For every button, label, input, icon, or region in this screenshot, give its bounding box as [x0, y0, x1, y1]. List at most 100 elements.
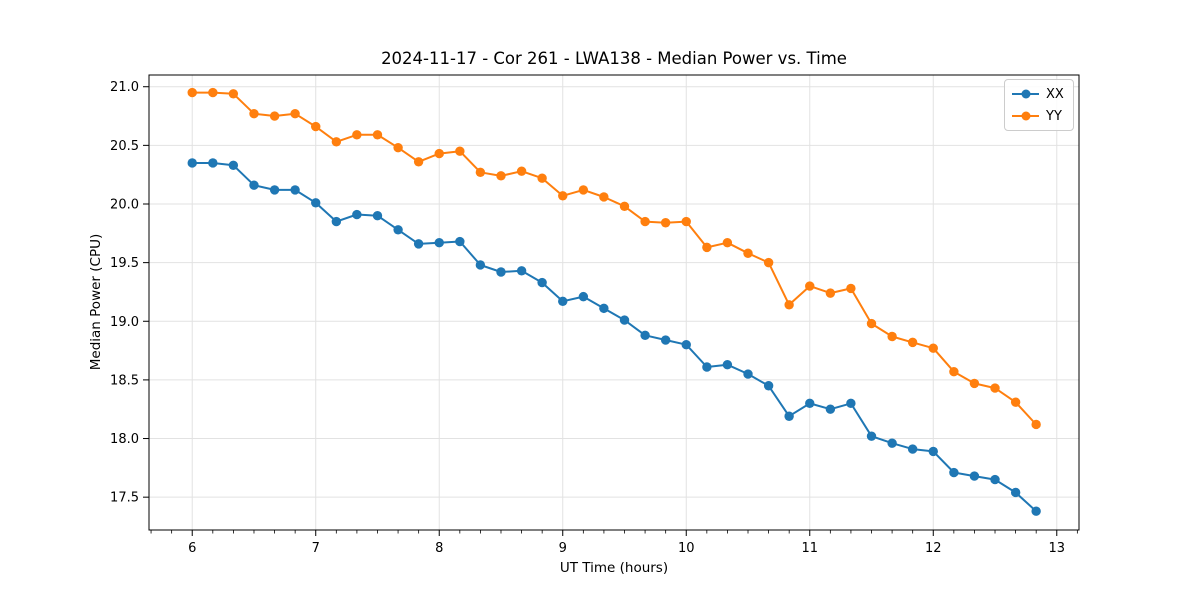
data-point-yy [455, 146, 465, 156]
data-point-xx [681, 340, 691, 350]
data-point-yy [290, 108, 300, 119]
y-tick-label: 18.0 [110, 432, 139, 447]
data-point-yy [496, 171, 506, 181]
chart-title: 2024-11-17 - Cor 261 - LWA138 - Median P… [381, 49, 847, 68]
data-point-xx [578, 291, 589, 302]
legend-line-marker-xx [1012, 89, 1039, 99]
data-point-xx [331, 216, 342, 227]
data-point-xx [1031, 506, 1041, 516]
data-point-xx [249, 180, 259, 190]
data-point-yy [825, 288, 836, 298]
data-point-yy [743, 248, 753, 258]
data-point-xx [969, 471, 980, 481]
data-point-xx [640, 330, 650, 341]
y-tick-label: 18.5 [110, 373, 139, 388]
data-point-xx [516, 266, 527, 276]
data-point-yy [660, 218, 671, 228]
data-point-yy [311, 121, 321, 132]
data-point-yy [619, 201, 630, 212]
plot-border [148, 74, 1080, 531]
data-point-yy [928, 343, 938, 353]
data-point-yy [866, 318, 877, 329]
data-point-xx [558, 296, 568, 307]
data-point-yy [228, 89, 239, 99]
data-point-xx [311, 198, 321, 208]
data-point-xx [805, 398, 815, 409]
legend-label-xx: XX [1046, 86, 1064, 102]
data-point-xx [228, 160, 239, 170]
data-point-xx [619, 315, 630, 325]
x-tick-label: 12 [925, 541, 942, 556]
series-line-yy [192, 91, 1037, 426]
data-point-xx [866, 431, 877, 441]
y-tick-label: 17.5 [110, 491, 139, 506]
data-point-xx [208, 158, 218, 168]
data-point-yy [249, 108, 259, 119]
legend-label-yy: YY [1046, 108, 1062, 124]
legend-item-yy: YY [1012, 107, 1064, 125]
data-point-xx [413, 239, 424, 249]
data-point-xx [990, 474, 1000, 485]
data-point-xx [434, 237, 444, 248]
data-point-xx [660, 335, 671, 345]
data-point-yy [846, 283, 856, 294]
data-point-yy [640, 216, 650, 227]
data-point-xx [599, 303, 609, 314]
data-point-xx [496, 267, 506, 277]
data-point-yy [372, 130, 383, 140]
y-tick-label: 19.5 [110, 256, 139, 271]
x-axis-label: UT Time (hours) [559, 560, 669, 576]
data-point-xx [825, 404, 836, 414]
data-point-yy [805, 281, 815, 291]
data-point-xx [846, 398, 856, 409]
data-point-xx [763, 381, 774, 391]
data-point-yy [887, 331, 897, 342]
x-tick-label: 13 [1048, 541, 1065, 556]
data-point-yy [558, 191, 568, 201]
data-point-xx [393, 225, 403, 235]
data-point-xx [187, 158, 197, 168]
y-tick-label: 20.5 [110, 139, 139, 154]
y-tick-label: 20.0 [110, 197, 139, 212]
legend-line-marker-yy [1012, 111, 1039, 121]
x-tick-label: 7 [312, 541, 320, 556]
legend-item-xx: XX [1012, 85, 1064, 103]
data-point-yy [763, 257, 774, 268]
data-point-yy [208, 87, 218, 98]
data-point-yy [702, 242, 712, 253]
data-point-yy [578, 185, 589, 195]
data-point-xx [887, 438, 897, 448]
data-point-yy [269, 111, 280, 121]
data-point-xx [928, 446, 938, 457]
data-point-yy [969, 378, 980, 389]
data-point-xx [949, 467, 959, 478]
data-point-xx [702, 362, 712, 372]
data-point-xx [784, 411, 794, 421]
data-point-yy [352, 130, 362, 140]
data-point-yy [475, 167, 486, 178]
data-point-xx [290, 185, 300, 195]
data-point-yy [1010, 397, 1021, 407]
x-tick-label: 8 [435, 541, 443, 556]
data-point-xx [722, 359, 733, 370]
data-point-yy [537, 173, 547, 183]
data-point-yy [331, 137, 342, 147]
data-point-xx [1010, 487, 1021, 498]
data-point-yy [722, 237, 733, 248]
data-point-xx [352, 209, 362, 220]
data-point-yy [949, 366, 959, 377]
data-point-yy [681, 216, 691, 227]
x-tick-label: 11 [801, 541, 818, 556]
data-point-yy [1031, 419, 1041, 430]
data-point-yy [434, 148, 444, 159]
x-tick-label: 6 [188, 541, 196, 556]
data-point-yy [990, 383, 1000, 393]
data-point-xx [372, 211, 383, 221]
y-axis-label: Median Power (CPU) [88, 233, 104, 371]
y-tick-label: 21.0 [110, 80, 139, 95]
data-point-xx [907, 444, 918, 454]
series-line-xx [192, 162, 1037, 512]
data-point-xx [537, 277, 547, 288]
